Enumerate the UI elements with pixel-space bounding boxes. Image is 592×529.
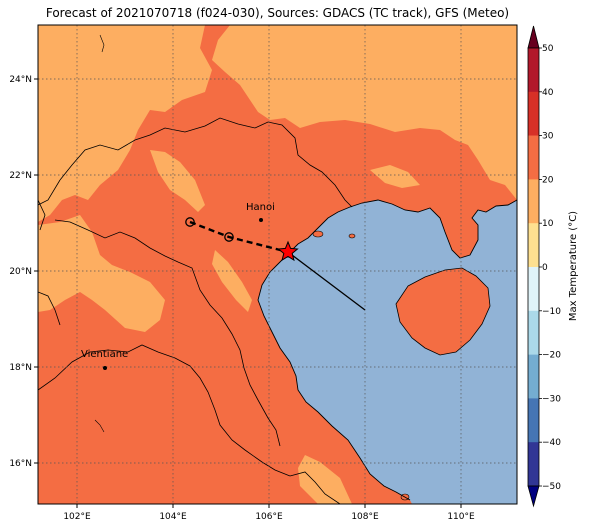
colorbar-segment: [528, 442, 539, 487]
colorbar-ticks: 50 40 30 20 10 0 −10 −20 −30 −40 −50: [539, 44, 561, 492]
border-laos-thailand: [38, 344, 291, 477]
warm-area-ridge: [150, 150, 205, 212]
lon-label: 108°E: [351, 512, 379, 522]
colorbar-segment: [528, 267, 539, 312]
lat-label: 16°N: [9, 459, 32, 469]
hainan-island: [395, 267, 491, 356]
lat-label: 18°N: [9, 363, 32, 373]
star-icon: [277, 240, 299, 262]
lat-label: 20°N: [9, 267, 32, 277]
colorbar-segment: [528, 135, 539, 180]
colorbar-segment: [528, 48, 539, 93]
colorbar-segment: [528, 354, 539, 399]
warm-area-south: [298, 455, 352, 504]
city-marker-vientiane: [103, 366, 107, 370]
colorbar-extend-bottom: [527, 485, 540, 508]
feature-line: [94, 419, 105, 433]
colorbar-segment: [528, 398, 539, 443]
island: [312, 230, 324, 238]
colorbar-tick-label: 10: [542, 219, 554, 229]
city-label-hanoi: Hanoi: [246, 202, 275, 213]
warm-area-coast-strip: [370, 165, 420, 188]
colorbar-label: Max Temperature (°C): [568, 211, 579, 321]
island: [348, 233, 356, 239]
border-china-laos: [38, 179, 61, 206]
lon-label: 102°E: [63, 512, 91, 522]
feature-line: [99, 34, 105, 53]
colorbar-tick-label: 30: [542, 132, 554, 142]
city-marker-hanoi: [259, 218, 263, 222]
past-track-line: [189, 220, 289, 254]
minor-features: [94, 34, 105, 433]
lat-label: 22°N: [9, 171, 32, 181]
colorbar-tick-label: −10: [542, 307, 561, 317]
colorbar: 50 40 30 20 10 0 −10 −20 −30 −40 −50 Max Temperatu…: [527, 25, 579, 508]
colorbar-segment: [528, 223, 539, 268]
colorbar-extend-top: [527, 25, 540, 49]
coastline: [257, 199, 517, 501]
border-laos-north: [38, 291, 61, 326]
map-plot-area: Hanoi Vientiane: [38, 25, 517, 504]
colorbar-tick-label: −20: [542, 351, 561, 361]
colorbar-tick-label: 40: [542, 88, 554, 98]
circle-marker-icon: [224, 232, 234, 242]
border-china-vietnam: [59, 117, 353, 208]
city-label-vientiane: Vientiane: [81, 349, 128, 360]
lon-label: 106°E: [255, 512, 283, 522]
warm-area-northwest: [38, 25, 212, 222]
colorbar-tick-label: −50: [542, 482, 561, 492]
border-west: [38, 199, 46, 231]
map-frame: [37, 24, 518, 505]
colorbar-segment: [528, 310, 539, 355]
lon-label: 110°E: [447, 512, 475, 522]
colorbar-tick-label: 20: [542, 175, 554, 185]
colorbar-segment: [528, 91, 539, 136]
colorbar-tick-label: −40: [542, 438, 561, 448]
lat-label: 24°N: [9, 75, 32, 85]
colorbar-segment: [528, 179, 539, 224]
colorbar-tick-label: −30: [542, 394, 561, 404]
border-vietnam-laos: [54, 219, 281, 447]
warm-area-annamite: [212, 250, 252, 312]
lon-label: 104°E: [159, 512, 187, 522]
tc-track: [185, 217, 366, 311]
warm-temperature-areas: [38, 25, 517, 504]
cities: Hanoi Vientiane: [81, 202, 275, 370]
axis-ticks: [34, 78, 462, 508]
warm-area-laos-plateau: [38, 215, 165, 332]
warm-area-north: [212, 25, 517, 200]
map-title: Forecast of 2021070718 (f024-030), Sourc…: [45, 6, 510, 20]
forecast-track-line: [287, 251, 366, 311]
border-cambodia: [289, 471, 341, 504]
country-borders: [38, 117, 353, 504]
circle-marker-icon: [185, 217, 195, 227]
latitude-labels: 24°N 22°N 20°N 18°N 16°N: [9, 75, 32, 469]
colorbar-segments: [527, 25, 540, 508]
longitude-labels: 102°E 104°E 106°E 108°E 110°E: [63, 512, 475, 522]
colorbar-tick-label: 50: [542, 44, 554, 54]
colorbar-tick-label: 0: [542, 263, 548, 273]
